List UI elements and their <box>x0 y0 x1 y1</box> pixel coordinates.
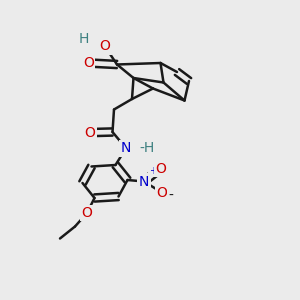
Text: +: + <box>149 167 158 176</box>
Text: O: O <box>157 186 167 200</box>
Text: O: O <box>83 56 94 70</box>
Text: O: O <box>82 206 92 220</box>
Text: -H: -H <box>140 141 155 155</box>
Text: O: O <box>100 40 110 53</box>
Text: H: H <box>78 32 88 46</box>
Text: O: O <box>85 126 95 140</box>
Text: O: O <box>155 162 166 176</box>
Text: N: N <box>139 175 149 188</box>
Text: N: N <box>121 141 131 155</box>
Text: -: - <box>168 189 173 203</box>
